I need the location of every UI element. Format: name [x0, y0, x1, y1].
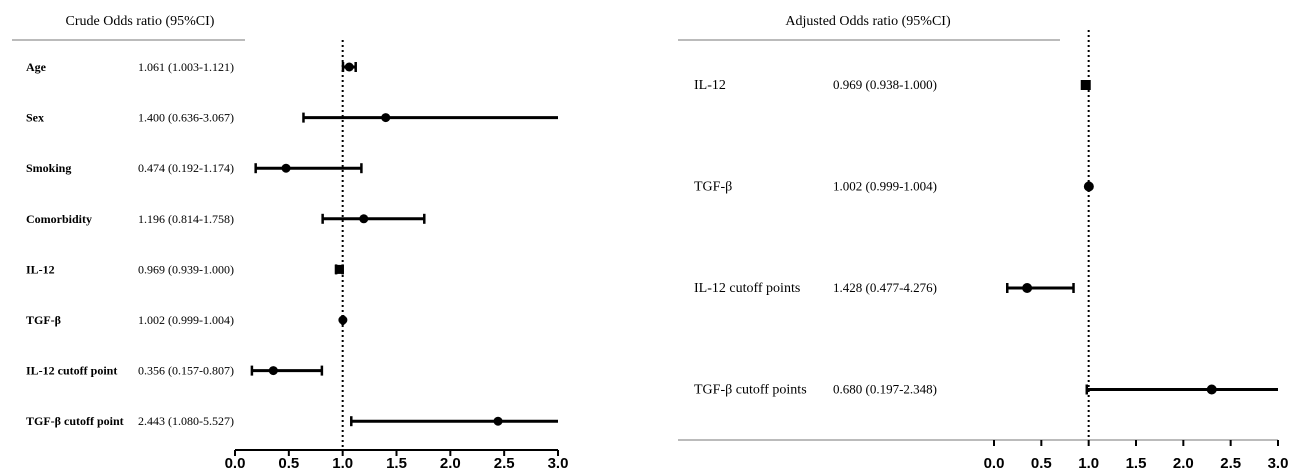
x-tick-label: 2.0	[440, 455, 461, 472]
or-marker-circle	[1022, 283, 1033, 293]
row-or-text: 0.969 (0.938-1.000)	[833, 77, 937, 92]
row-or-text: 0.474 (0.192-1.174)	[138, 161, 234, 175]
x-tick-label: 2.5	[494, 455, 515, 472]
or-marker-circle	[1206, 384, 1217, 395]
row-or-text: 1.400 (0.636-3.067)	[138, 111, 234, 125]
or-marker-circle	[338, 315, 348, 325]
row-label: Sex	[26, 111, 44, 125]
row-label: Age	[26, 60, 47, 74]
row-or-text: 1.061 (1.003-1.121)	[138, 60, 234, 74]
x-tick-label: 1.0	[1078, 455, 1099, 472]
row-label: TGF-β cutoff point	[26, 414, 124, 428]
row-label: IL-12 cutoff points	[694, 281, 800, 296]
x-tick-label: 0.0	[984, 455, 1005, 472]
or-marker-square	[1080, 80, 1091, 90]
x-tick-label: 2.5	[1220, 455, 1241, 472]
row-or-text: 1.196 (0.814-1.758)	[138, 212, 234, 226]
x-tick-label: 0.5	[278, 455, 299, 472]
row-label: IL-12 cutoff point	[26, 364, 117, 378]
row-label: Comorbidity	[26, 212, 92, 226]
row-label: IL-12	[694, 78, 726, 93]
x-tick-label: 1.5	[1126, 455, 1147, 472]
or-marker-circle	[493, 416, 503, 426]
x-tick-label: 3.0	[548, 455, 569, 472]
or-marker-circle	[1083, 181, 1094, 192]
row-or-text: 0.969 (0.939-1.000)	[138, 262, 234, 276]
chart-title: Crude Odds ratio (95%CI)	[66, 14, 215, 29]
or-marker-circle	[281, 163, 291, 173]
x-tick-label: 3.0	[1268, 455, 1289, 472]
x-tick-label: 2.0	[1173, 455, 1194, 472]
row-or-text: 2.443 (1.080-5.527)	[138, 414, 234, 428]
row-label: TGF-β	[26, 313, 61, 327]
or-marker-square	[334, 264, 344, 274]
row-or-text: 1.002 (0.999-1.004)	[138, 313, 234, 327]
x-tick-label: 1.5	[386, 455, 407, 472]
or-marker-circle	[381, 113, 391, 123]
row-label: IL-12	[26, 262, 55, 276]
row-or-text: 1.428 (0.477-4.276)	[833, 280, 937, 295]
row-label: TGF-β cutoff points	[694, 383, 807, 398]
row-label: Smoking	[26, 161, 71, 175]
or-marker-circle	[344, 62, 354, 72]
x-tick-label: 0.0	[225, 455, 246, 472]
x-tick-label: 1.0	[332, 455, 353, 472]
chart-title: Adjusted Odds ratio (95%CI)	[785, 14, 951, 29]
row-label: TGF-β	[694, 180, 732, 195]
row-or-text: 0.680 (0.197-2.348)	[833, 382, 937, 397]
or-marker-circle	[359, 214, 369, 224]
x-tick-label: 0.5	[1031, 455, 1052, 472]
row-or-text: 0.356 (0.157-0.807)	[138, 364, 234, 378]
row-or-text: 1.002 (0.999-1.004)	[833, 179, 937, 194]
or-marker-circle	[268, 366, 278, 376]
